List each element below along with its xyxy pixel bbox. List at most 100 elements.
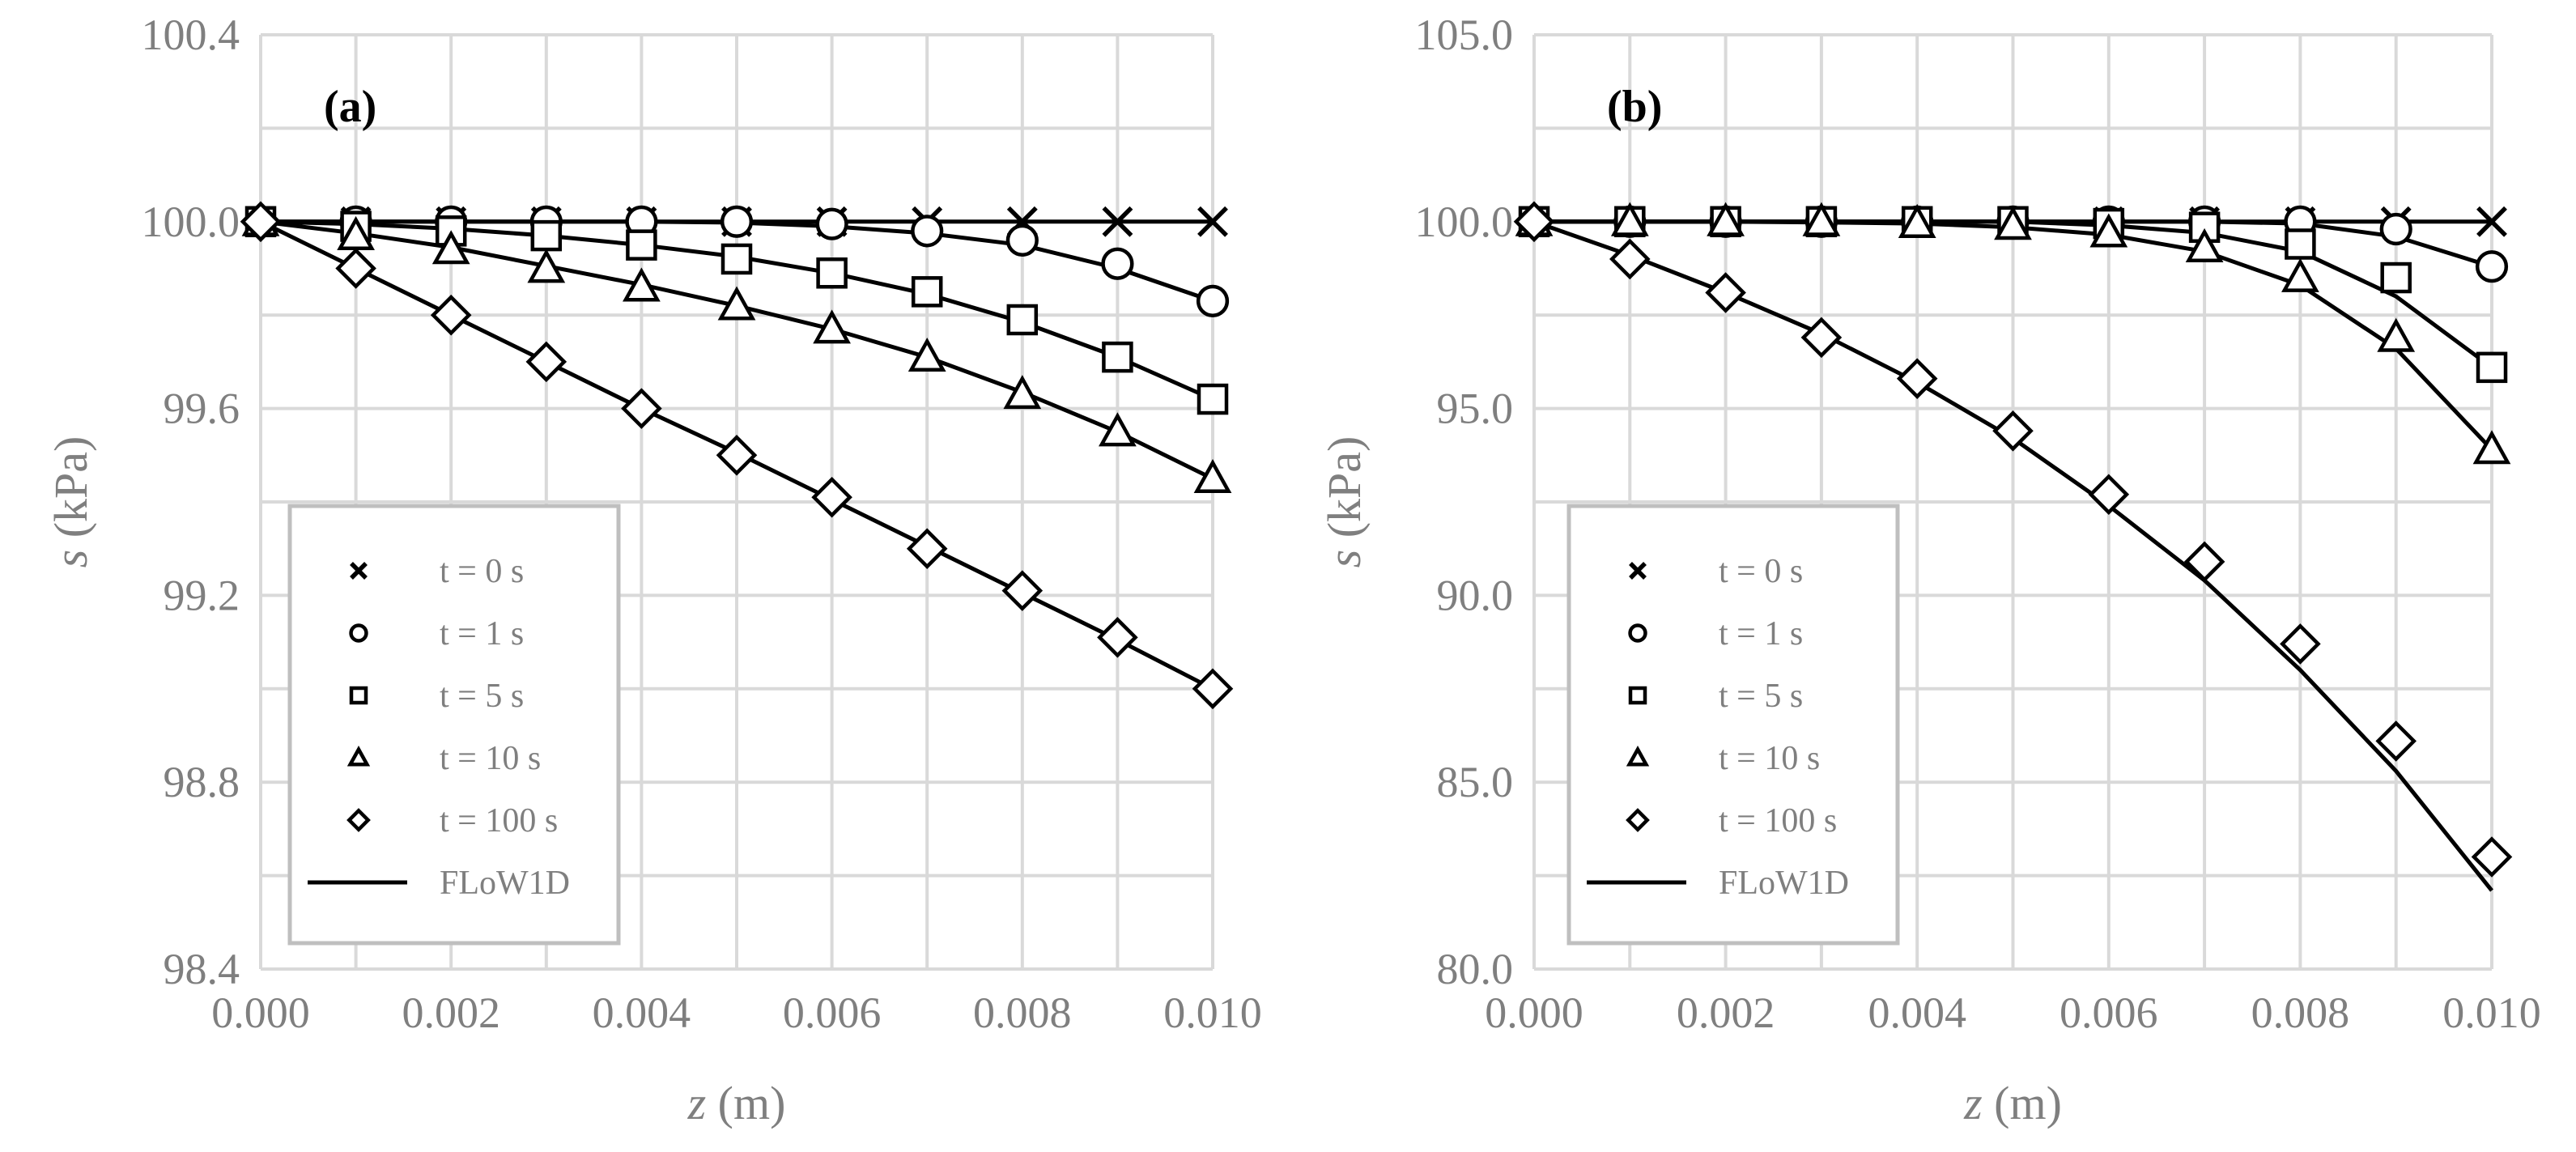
chart-a-point-triangle	[717, 286, 756, 321]
chart-a-legend-marker-circle	[349, 623, 368, 643]
chart-a-point-triangle	[813, 309, 851, 344]
chart-b-x-tick-label: 0.000	[1485, 988, 1583, 1037]
chart-a-legend-label: t = 1 s	[440, 615, 524, 653]
chart-a-point-square	[1006, 304, 1039, 336]
chart-b-x-axis-var: z	[1963, 1077, 1983, 1129]
chart-b-y-axis-title: s (kPa)	[1318, 436, 1371, 568]
chart-b-point-circle	[2475, 250, 2509, 283]
chart-b-legend-box	[1566, 504, 1900, 946]
chart-a-point-circle	[911, 215, 944, 248]
chart-a-point-square	[530, 219, 563, 252]
chart-a-x-tick-label: 0.004	[593, 988, 691, 1037]
chart-a-y-tick-label: 99.2	[164, 571, 240, 619]
chart-b-x-tick-label: 0.002	[1677, 988, 1775, 1037]
chart-a-point-diamond	[906, 528, 948, 569]
chart-b-series-diamond	[1513, 201, 2513, 878]
chart-b-point-triangle	[2281, 257, 2319, 292]
chart-a: 0.000 0.002 0.004 0.006 0.008 0.010 98.4 98.8 99…	[45, 11, 1262, 1129]
chart-a-point-diamond	[1192, 668, 1234, 710]
chart-a-x-tick-label: 0.006	[783, 988, 882, 1037]
chart-b-y-tick-label: 80.0	[1437, 945, 1514, 993]
chart-a-legend-marker-triangle	[346, 746, 371, 767]
chart-b-x-axis-unit: (m)	[1983, 1077, 2062, 1129]
chart-a-point-diamond	[621, 388, 662, 429]
chart-b-point-diamond	[2280, 623, 2321, 665]
chart-b-point-diamond	[2183, 541, 2225, 583]
chart-b-point-triangle	[1994, 206, 2032, 240]
chart-a-point-square	[816, 257, 848, 289]
chart-a-y-tick-label: 99.6	[164, 385, 240, 433]
chart-a-point-x	[1197, 206, 1228, 237]
chart-b-x-axis-title: z (m)	[1963, 1077, 2062, 1129]
chart-a-point-triangle	[1193, 458, 1232, 494]
chart-b-point-diamond	[1609, 238, 1651, 280]
chart-a-y-axis-unit: (kPa)	[45, 436, 97, 550]
chart-b-x-tick-label: 0.004	[1868, 988, 1966, 1037]
chart-a-point-diamond	[716, 435, 758, 476]
chart-a-x-tick-label: 0.008	[973, 988, 1072, 1037]
chart-a-series-triangle	[241, 202, 1232, 494]
chart-a-point-circle	[720, 205, 754, 238]
chart-b-legend-label: t = 10 s	[1719, 740, 1820, 777]
chart-b-y-tick-label: 105.0	[1415, 11, 1514, 59]
chart-b-point-triangle	[1610, 202, 1649, 236]
chart-a-legend-label: t = 10 s	[440, 740, 541, 777]
chart-a-point-circle	[815, 207, 848, 240]
chart-b-point-diamond	[1992, 410, 2034, 452]
chart-a-legend-label: t = 0 s	[440, 553, 524, 590]
chart-b-y-axis-unit: (kPa)	[1318, 436, 1371, 550]
chart-b-legend-marker-circle	[1628, 623, 1647, 643]
chart-a-point-diamond	[1001, 570, 1044, 611]
chart-a-point-diamond	[335, 248, 376, 289]
chart-a-point-diamond	[240, 201, 282, 243]
chart-a-point-diamond	[1097, 617, 1138, 658]
chart-a-x-tick-label: 0.002	[402, 988, 500, 1037]
chart-b-point-triangle	[1707, 202, 1745, 236]
chart-a-x-axis-var: z	[687, 1077, 707, 1129]
chart-b-y-axis-var: s	[1318, 550, 1371, 568]
chart-b-point-triangle	[2472, 430, 2511, 465]
chart-b-legend-label: t = 0 s	[1719, 553, 1803, 590]
chart-b-legend-line-label: FLoW1D	[1719, 865, 1849, 902]
chart-a-point-square	[1197, 383, 1229, 415]
chart-b-point-triangle	[1802, 202, 1841, 236]
chart-a-x-tick-label: 0.000	[211, 988, 310, 1037]
chart-b-legend-label: t = 1 s	[1719, 615, 1803, 653]
chart-b-panel-label: (b)	[1607, 82, 1662, 132]
chart-a-point-x-stroke-b	[1197, 206, 1228, 237]
chart-a-y-axis-var: s	[45, 550, 97, 568]
chart-b-legend-marker-x-stroke-b	[1629, 562, 1647, 580]
chart-a-legend-marker-x-stroke-b	[350, 562, 368, 580]
chart-b-point-square	[2380, 261, 2412, 294]
chart-b-series-triangle	[1515, 202, 2511, 465]
chart-a-legend-marker-square	[349, 686, 368, 705]
chart-b: 0.000 0.002 0.004 0.006 0.008 0.010 80.0 85.0 90…	[1318, 11, 2541, 1129]
chart-b-legend-label: t = 100 s	[1719, 802, 1837, 840]
chart-b-point-triangle	[2377, 317, 2416, 352]
chart-b-legend: t = 0 s t = 1 s t = 5 s t = 10 s t = 100 s FL…	[1566, 504, 1900, 946]
chart-a-legend-line-label: FLoW1D	[440, 865, 570, 902]
chart-b-x-tick-label: 0.008	[2251, 988, 2350, 1037]
chart-b-point-diamond	[1705, 272, 1746, 313]
chart-a-point-diamond	[525, 341, 567, 383]
chart-a-point-x-stroke-b	[1102, 206, 1133, 237]
chart-a-point-triangle	[1099, 412, 1137, 447]
chart-b-legend-marker-diamond	[1626, 808, 1650, 832]
chart-a-point-triangle	[623, 267, 661, 302]
chart-b-point-triangle	[1898, 203, 1936, 238]
chart-a-point-circle	[1196, 284, 1230, 317]
chart-a-point-triangle	[908, 337, 946, 372]
chart-a-series-diamond	[240, 201, 1234, 710]
chart-b-point-x-stroke-b	[2476, 206, 2507, 237]
chart-a-legend-box	[287, 504, 621, 946]
chart-a-legend-label: t = 100 s	[440, 802, 558, 840]
chart-a-y-tick-label: 98.4	[164, 945, 240, 993]
chart-b-x-tick-label: 0.010	[2442, 988, 2541, 1037]
chart-a-y-tick-label: 100.0	[142, 198, 240, 246]
chart-a-legend-marker-diamond	[346, 808, 371, 832]
chart-a-point-square	[911, 276, 943, 308]
chart-a-x-axis-title: z (m)	[687, 1077, 786, 1129]
chart-a-point-circle	[1005, 223, 1039, 257]
chart-b-point-diamond	[2471, 836, 2513, 878]
